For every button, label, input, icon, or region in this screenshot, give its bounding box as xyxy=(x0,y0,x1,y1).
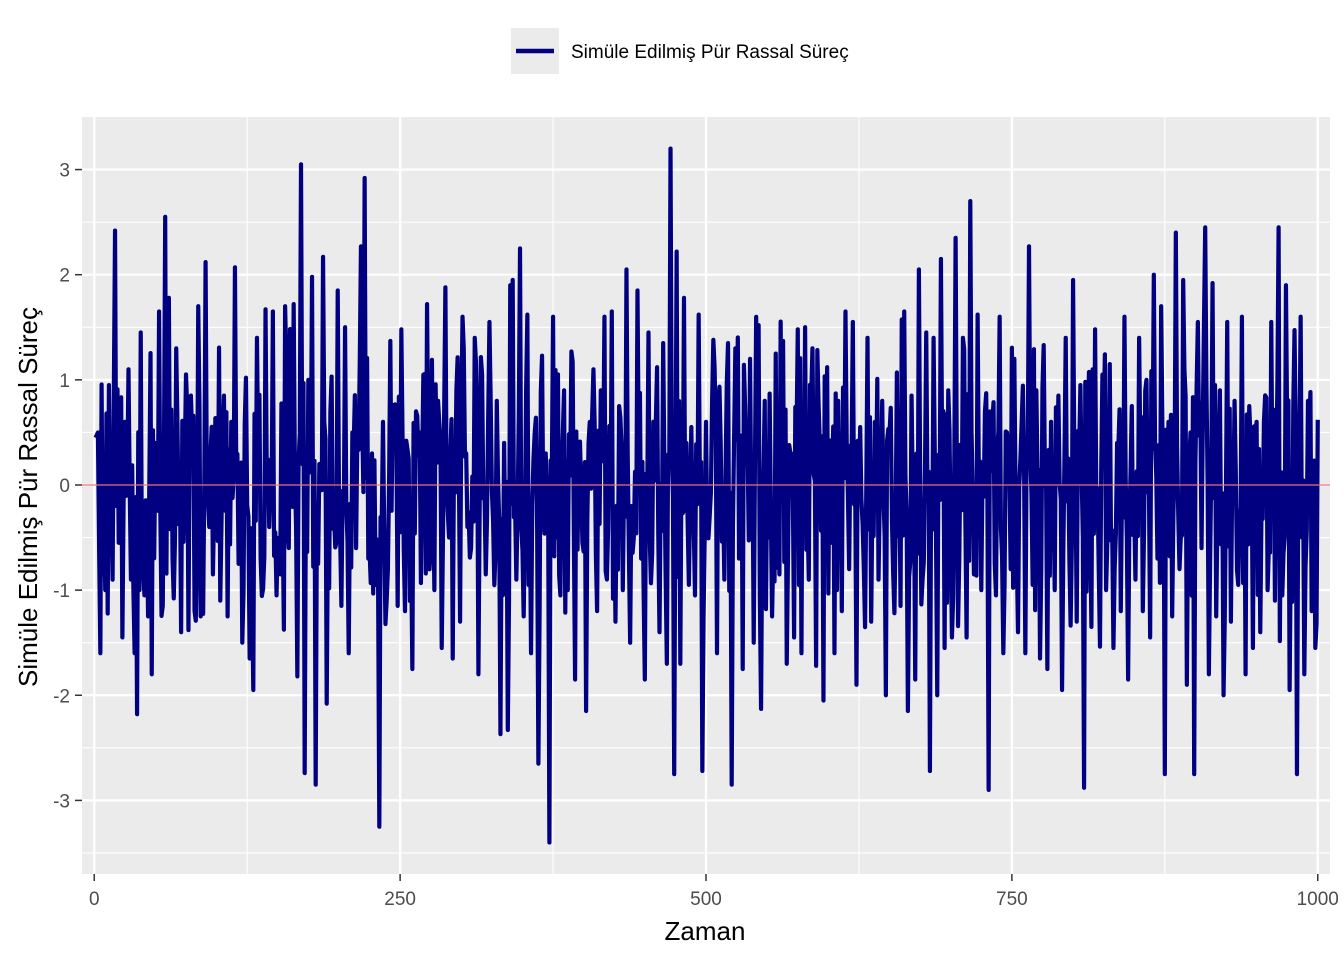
x-tick-label: 500 xyxy=(690,889,722,910)
legend: Simüle Edilmiş Pür Rassal Süreç xyxy=(511,28,849,74)
x-tick-label: 750 xyxy=(996,889,1028,910)
legend-label: Simüle Edilmiş Pür Rassal Süreç xyxy=(571,42,849,63)
x-axis-title: Zaman xyxy=(665,916,746,946)
y-tick-label: -3 xyxy=(53,791,70,812)
y-tick-label: 3 xyxy=(59,161,70,182)
y-tick-label: -2 xyxy=(53,686,70,707)
y-tick-label: 2 xyxy=(59,266,70,287)
x-tick-label: 1000 xyxy=(1297,889,1339,910)
x-axis: 0 250 500 750 1000 xyxy=(89,874,1339,910)
y-tick-label: -1 xyxy=(53,581,70,602)
y-axis: -3 -2 -1 0 1 2 3 xyxy=(53,161,82,812)
series-line xyxy=(93,146,1320,845)
y-tick-label: 0 xyxy=(59,476,70,497)
y-tick-label: 1 xyxy=(59,371,70,392)
x-tick-label: 250 xyxy=(384,889,416,910)
series-layer xyxy=(93,146,1320,845)
y-axis-title: Simüle Edilmiş Pür Rassal Süreç xyxy=(13,307,43,687)
x-tick-label: 0 xyxy=(89,889,100,910)
